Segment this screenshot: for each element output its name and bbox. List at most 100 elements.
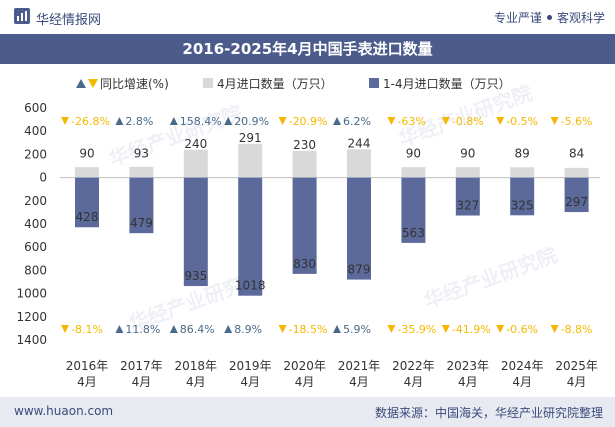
growth-label: 2.8% xyxy=(125,115,153,128)
value-label-april: 90 xyxy=(406,147,421,161)
growth-down-triangle-icon xyxy=(61,117,69,125)
growth-label: -0.5% xyxy=(506,115,538,128)
x-tick-label: 4月 xyxy=(512,375,532,389)
value-label-april: 84 xyxy=(569,147,584,161)
x-tick-label: 2018年 xyxy=(175,359,218,373)
growth-down-triangle-icon xyxy=(61,325,69,333)
footer-url: www.huaon.com xyxy=(14,404,114,418)
y-tick-label: 200 xyxy=(24,147,47,161)
value-label-april: 89 xyxy=(515,147,530,161)
value-label-april: 240 xyxy=(184,137,207,151)
brand-name: 华经情报网 xyxy=(36,13,102,28)
growth-label: -8.1% xyxy=(71,323,103,336)
bar-ytd xyxy=(75,177,99,228)
growth-down-triangle-icon xyxy=(278,117,287,125)
bar-ytd xyxy=(347,177,371,280)
value-label-ytd: 325 xyxy=(511,198,534,212)
x-tick-label: 2022年 xyxy=(392,359,435,373)
top-bar: 华经情报网 专业严谨 客观科学 xyxy=(0,0,615,34)
y-tick-label: 800 xyxy=(24,263,47,277)
y-tick-label: 200 xyxy=(24,194,47,208)
bar-ytd xyxy=(238,177,263,296)
growth-april-row: -26.8% 2.8% 158.4% 20.9% -20.9% 6.2% -63% -0.8%… xyxy=(61,115,593,128)
growth-down-triangle-icon xyxy=(496,117,505,125)
x-tick-label: 4月 xyxy=(404,375,424,389)
growth-label: -18.5% xyxy=(289,323,328,336)
value-label-april: 93 xyxy=(134,147,149,161)
bar-april xyxy=(183,149,208,178)
legend-ytd-swatch xyxy=(369,78,379,88)
bar-april xyxy=(564,167,589,178)
growth-down-triangle-icon xyxy=(550,117,559,125)
growth-up-triangle-icon xyxy=(115,325,124,333)
growth-up-triangle-icon xyxy=(169,325,178,333)
growth-down-triangle-icon xyxy=(278,325,287,333)
x-tick-label: 2024年 xyxy=(501,359,544,373)
growth-down-triangle-icon xyxy=(441,117,450,125)
y-tick-label: 1000 xyxy=(16,287,47,301)
bar-ytd xyxy=(129,177,154,234)
x-tick-label: 4月 xyxy=(77,375,97,389)
bar-ytd xyxy=(183,177,208,287)
bar-april xyxy=(347,149,371,178)
growth-label: 20.9% xyxy=(234,115,269,128)
growth-label: -41.9% xyxy=(452,323,491,336)
growth-label: -0.8% xyxy=(452,115,484,128)
value-label-ytd: 297 xyxy=(565,195,588,209)
x-tick-label: 4月 xyxy=(240,375,260,389)
growth-up-triangle-icon xyxy=(169,117,178,125)
legend: 同比增速(%) 4月进口数量（万只） 1-4月进口数量（万只） xyxy=(76,76,511,91)
slogan-right: 客观科学 xyxy=(556,11,605,25)
growth-label: 158.4% xyxy=(180,115,222,128)
value-label-april: 291 xyxy=(239,131,262,145)
bar-ytd xyxy=(510,177,535,216)
y-tick-label: 1200 xyxy=(16,310,47,324)
bar-ytd xyxy=(564,177,589,213)
value-label-ytd: 879 xyxy=(348,263,371,277)
growth-label: -35.9% xyxy=(397,323,436,336)
growth-down-triangle-icon xyxy=(441,325,450,333)
growth-label: -26.8% xyxy=(71,115,110,128)
slogan: 专业严谨 客观科学 xyxy=(494,9,605,26)
y-tick-label: 0 xyxy=(39,171,47,185)
growth-label: 11.8% xyxy=(125,323,160,336)
y-tick-label: 600 xyxy=(24,240,47,254)
value-label-ytd: 563 xyxy=(402,226,425,240)
logo-icon xyxy=(14,8,30,24)
growth-up-triangle-icon xyxy=(333,325,341,333)
value-label-ytd: 327 xyxy=(456,199,479,213)
x-tick-label: 4月 xyxy=(458,375,478,389)
slogan-dot-icon xyxy=(546,15,552,20)
growth-down-triangle-icon xyxy=(496,325,505,333)
bar-april xyxy=(238,143,263,178)
bar-ytd xyxy=(401,177,426,243)
bar-april xyxy=(401,167,426,178)
y-tick-label: 400 xyxy=(24,217,47,231)
growth-label: -0.6% xyxy=(506,323,538,336)
value-label-ytd: 428 xyxy=(76,210,99,224)
x-tick-label: 2020年 xyxy=(283,359,326,373)
y-tick-label: 600 xyxy=(24,101,47,115)
x-tick-label: 4月 xyxy=(567,375,587,389)
legend-ytd-label: 1-4月进口数量（万只） xyxy=(383,76,511,91)
y-tick-label: 1400 xyxy=(16,333,47,347)
x-tick-label: 2016年 xyxy=(66,359,109,373)
growth-up-triangle-icon xyxy=(115,117,124,125)
value-label-ytd: 1018 xyxy=(235,279,266,293)
growth-label: 8.9% xyxy=(234,323,262,336)
growth-down-triangle-icon xyxy=(387,325,396,333)
value-label-april: 90 xyxy=(460,147,475,161)
bar-april xyxy=(292,150,317,178)
x-tick-label: 4月 xyxy=(186,375,206,389)
slogan-left: 专业严谨 xyxy=(493,11,542,25)
value-label-ytd: 830 xyxy=(293,257,316,271)
growth-down-triangle-icon xyxy=(550,325,559,333)
chart-title: 2016-2025年4月中国手表进口数量 xyxy=(182,40,433,58)
growth-up-triangle-icon xyxy=(333,117,341,125)
x-tick-label: 2025年 xyxy=(555,359,598,373)
growth-label: 86.4% xyxy=(180,323,215,336)
x-tick-label: 4月 xyxy=(349,375,369,389)
growth-label: -5.6% xyxy=(561,115,593,128)
x-tick-label: 2023年 xyxy=(447,359,490,373)
legend-april-label: 4月进口数量（万只） xyxy=(217,76,333,91)
